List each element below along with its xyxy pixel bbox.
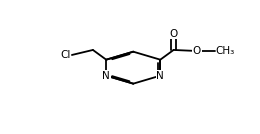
- Text: O: O: [193, 46, 201, 56]
- Text: N: N: [157, 71, 164, 81]
- Text: O: O: [170, 29, 178, 39]
- Text: CH₃: CH₃: [216, 46, 235, 56]
- Text: Cl: Cl: [60, 50, 70, 60]
- Text: N: N: [102, 71, 110, 81]
